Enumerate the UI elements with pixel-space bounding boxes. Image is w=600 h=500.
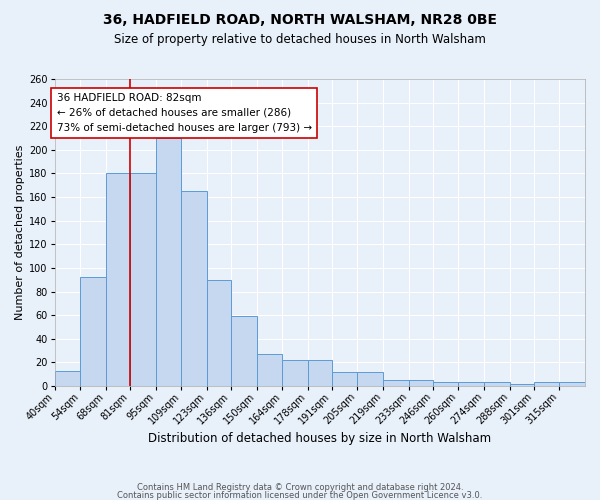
- Bar: [155, 138, 181, 386]
- Text: 36 HADFIELD ROAD: 82sqm
← 26% of detached houses are smaller (286)
73% of semi-d: 36 HADFIELD ROAD: 82sqm ← 26% of detache…: [56, 93, 311, 133]
- Bar: [257, 354, 282, 386]
- Text: Size of property relative to detached houses in North Walsham: Size of property relative to detached ho…: [114, 32, 486, 46]
- Bar: [358, 372, 383, 386]
- Bar: [308, 360, 332, 386]
- Bar: [80, 278, 106, 386]
- Text: Contains public sector information licensed under the Open Government Licence v3: Contains public sector information licen…: [118, 492, 482, 500]
- Bar: [559, 382, 585, 386]
- Bar: [332, 372, 358, 386]
- Bar: [181, 191, 207, 386]
- Text: Contains HM Land Registry data © Crown copyright and database right 2024.: Contains HM Land Registry data © Crown c…: [137, 483, 463, 492]
- Bar: [383, 380, 409, 386]
- Bar: [55, 370, 80, 386]
- Text: 36, HADFIELD ROAD, NORTH WALSHAM, NR28 0BE: 36, HADFIELD ROAD, NORTH WALSHAM, NR28 0…: [103, 12, 497, 26]
- Bar: [458, 382, 484, 386]
- Bar: [282, 360, 308, 386]
- Bar: [106, 174, 130, 386]
- Bar: [231, 316, 257, 386]
- X-axis label: Distribution of detached houses by size in North Walsham: Distribution of detached houses by size …: [148, 432, 491, 445]
- Bar: [533, 382, 559, 386]
- Y-axis label: Number of detached properties: Number of detached properties: [15, 145, 25, 320]
- Bar: [433, 382, 458, 386]
- Bar: [484, 382, 510, 386]
- Bar: [207, 280, 231, 386]
- Bar: [510, 384, 533, 386]
- Bar: [130, 174, 155, 386]
- Bar: [409, 380, 433, 386]
